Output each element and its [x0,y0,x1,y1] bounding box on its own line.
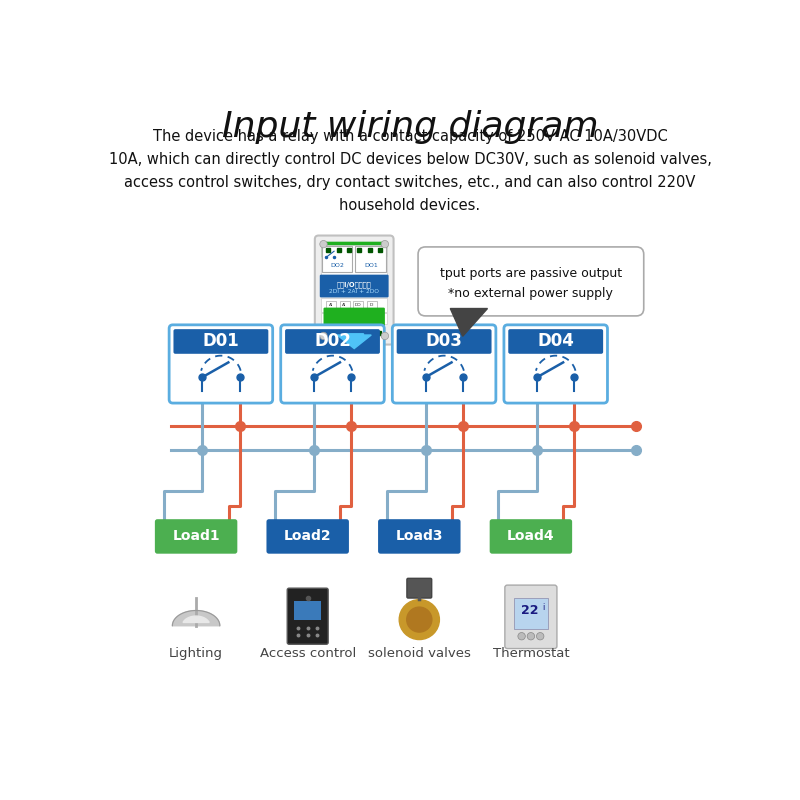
Circle shape [320,241,327,248]
FancyBboxPatch shape [392,325,496,403]
FancyBboxPatch shape [294,601,322,619]
FancyBboxPatch shape [323,307,385,329]
Text: D02: D02 [314,332,351,350]
FancyBboxPatch shape [378,519,461,554]
FancyBboxPatch shape [407,578,432,598]
Text: 22: 22 [521,604,538,617]
Circle shape [320,332,327,340]
FancyBboxPatch shape [287,588,328,644]
Circle shape [399,600,439,639]
Text: AI: AI [329,303,333,307]
FancyBboxPatch shape [315,235,394,345]
FancyBboxPatch shape [323,326,385,339]
Circle shape [381,332,389,340]
Text: solenoid valves: solenoid valves [368,647,470,660]
Text: Load4: Load4 [507,530,554,543]
Text: D04: D04 [538,332,574,350]
Circle shape [527,633,534,640]
Text: tput ports are passive output: tput ports are passive output [440,266,622,280]
Text: DO2: DO2 [330,263,344,269]
Circle shape [406,607,432,632]
Text: 2DI + 2AI + 2DO: 2DI + 2AI + 2DO [330,290,379,294]
FancyBboxPatch shape [490,519,572,554]
Text: 串口I/O联网模块: 串口I/O联网模块 [337,282,371,289]
Polygon shape [183,616,210,622]
Text: Load2: Load2 [284,530,331,543]
FancyBboxPatch shape [155,519,238,554]
FancyBboxPatch shape [281,325,384,403]
Text: DI: DI [370,303,374,307]
Text: D03: D03 [426,332,462,350]
FancyBboxPatch shape [169,325,273,403]
FancyBboxPatch shape [321,298,387,311]
FancyBboxPatch shape [508,329,603,354]
FancyBboxPatch shape [321,245,387,274]
Circle shape [381,241,389,248]
Circle shape [537,633,544,640]
FancyBboxPatch shape [174,329,268,354]
FancyBboxPatch shape [266,519,349,554]
FancyBboxPatch shape [514,598,548,629]
FancyBboxPatch shape [321,242,387,258]
FancyBboxPatch shape [321,313,387,324]
FancyBboxPatch shape [340,301,350,310]
Text: DO1: DO1 [365,263,378,269]
Text: DO: DO [355,303,362,307]
Text: Lighting: Lighting [169,647,223,660]
Text: The device has a relay with a contact capacity of 250V AC 10A/30VDC
10A, which c: The device has a relay with a contact ca… [109,130,711,213]
Polygon shape [172,610,220,626]
Text: Load3: Load3 [395,530,443,543]
Text: *no external power supply: *no external power supply [449,287,614,300]
Text: Access control: Access control [259,647,356,660]
Polygon shape [450,309,487,336]
FancyBboxPatch shape [397,329,491,354]
Text: Thermostat: Thermostat [493,647,570,660]
FancyBboxPatch shape [285,329,380,354]
Text: Input wiring diagram: Input wiring diagram [222,110,598,144]
FancyBboxPatch shape [418,247,644,316]
FancyBboxPatch shape [505,585,557,649]
FancyBboxPatch shape [322,246,352,272]
Text: AI: AI [342,303,346,307]
FancyBboxPatch shape [326,301,336,310]
Text: Load1: Load1 [172,530,220,543]
Circle shape [518,633,526,640]
FancyBboxPatch shape [354,301,363,310]
Text: i: i [542,602,545,612]
FancyBboxPatch shape [355,246,386,272]
Text: D01: D01 [202,332,239,350]
FancyBboxPatch shape [504,325,607,403]
FancyBboxPatch shape [367,301,377,310]
FancyArrow shape [337,334,371,349]
FancyBboxPatch shape [320,274,389,298]
